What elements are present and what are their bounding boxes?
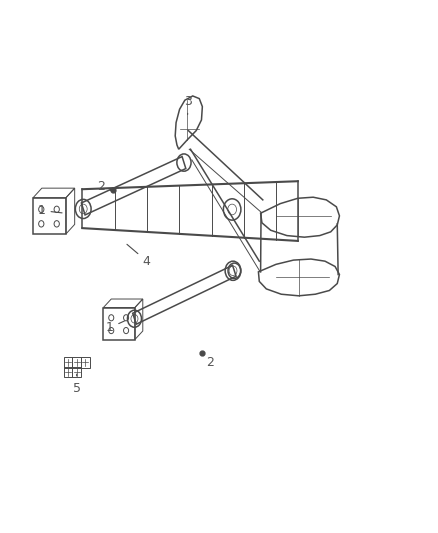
Text: 4: 4 xyxy=(127,244,151,268)
Text: 1: 1 xyxy=(38,204,62,217)
Text: 2: 2 xyxy=(202,354,214,369)
Text: 2: 2 xyxy=(97,180,112,193)
Text: 5: 5 xyxy=(73,374,81,394)
Text: 3: 3 xyxy=(184,95,192,115)
Text: 1: 1 xyxy=(106,321,124,334)
